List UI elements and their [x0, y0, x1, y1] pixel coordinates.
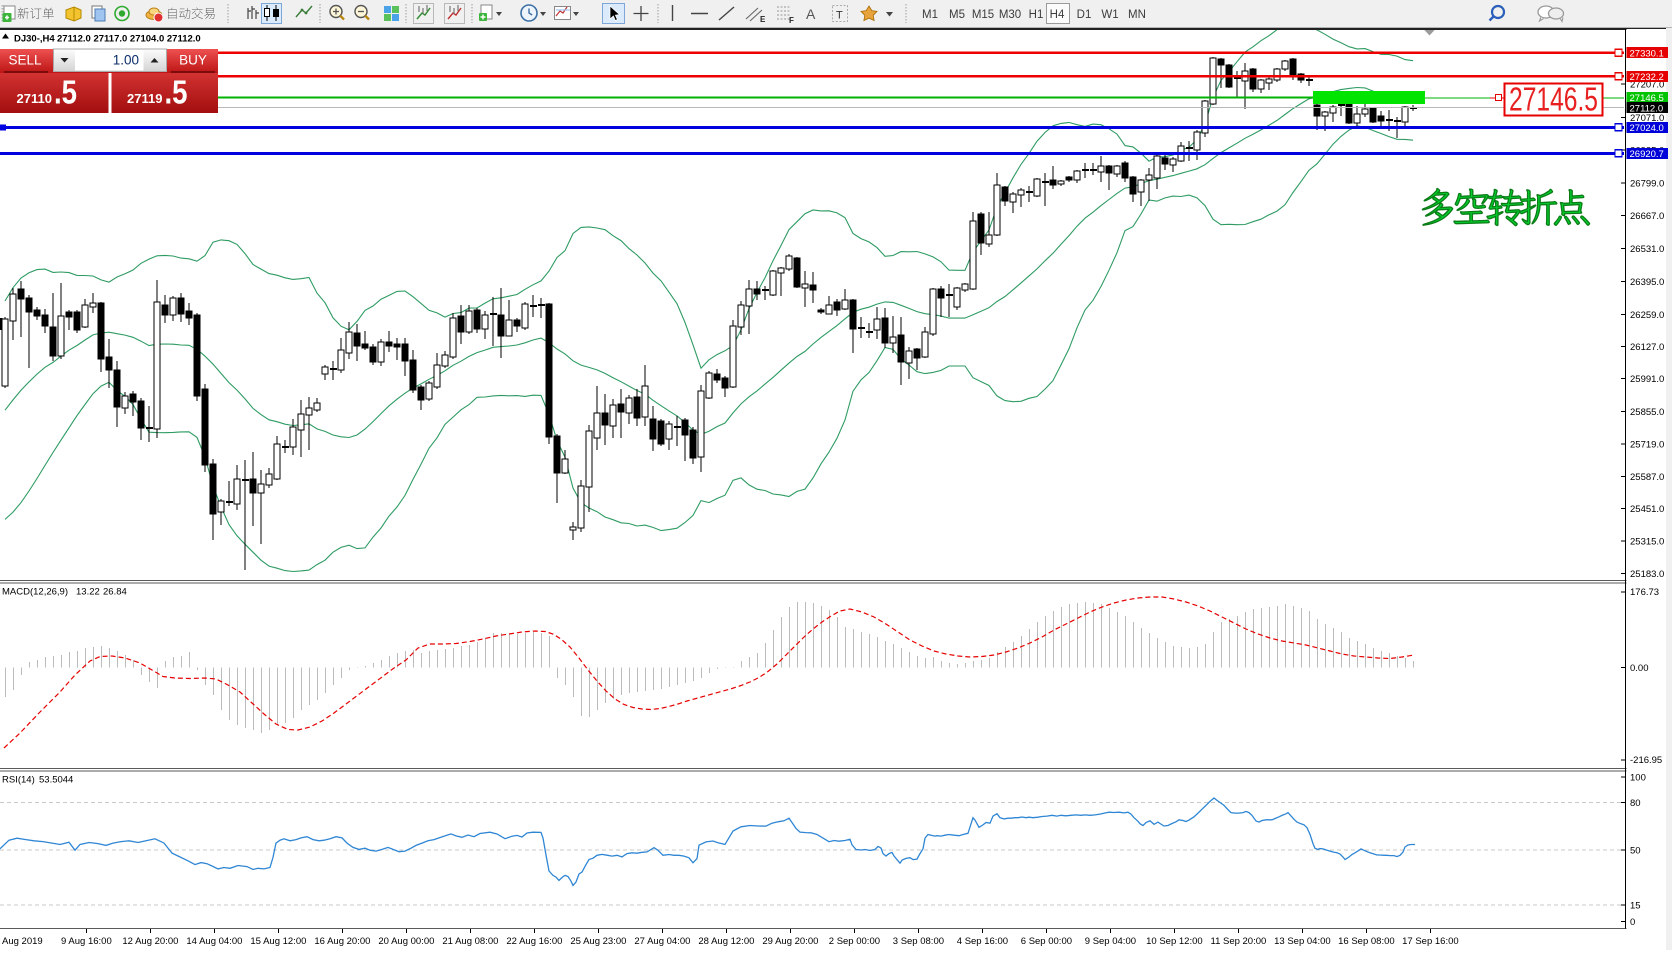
svg-text:25587.0: 25587.0 [1630, 472, 1664, 483]
svg-text:26667.0: 26667.0 [1630, 211, 1664, 222]
svg-text:26259.0: 26259.0 [1630, 310, 1664, 321]
svg-text:F: F [789, 16, 794, 25]
svg-text:13.22: 13.22 [76, 587, 100, 598]
svg-text:1.00: 1.00 [113, 53, 139, 68]
svg-text:16 Sep 08:00: 16 Sep 08:00 [1338, 936, 1395, 947]
svg-text:9 Sep 04:00: 9 Sep 04:00 [1085, 936, 1136, 947]
svg-text:2 Sep 00:00: 2 Sep 00:00 [829, 936, 880, 947]
svg-text:25991.0: 25991.0 [1630, 374, 1664, 385]
svg-text:12 Aug 20:00: 12 Aug 20:00 [122, 936, 178, 947]
svg-text:13 Sep 04:00: 13 Sep 04:00 [1274, 936, 1331, 947]
svg-text:27 Aug 04:00: 27 Aug 04:00 [634, 936, 690, 947]
svg-text:27330.1: 27330.1 [1630, 48, 1664, 59]
svg-text:25719.0: 25719.0 [1630, 440, 1664, 451]
svg-text:.5: .5 [165, 73, 188, 110]
svg-text:25315.0: 25315.0 [1630, 537, 1664, 548]
svg-text:11 Sep 20:00: 11 Sep 20:00 [1210, 936, 1266, 947]
svg-text:9 Aug 16:00: 9 Aug 16:00 [61, 936, 112, 947]
svg-text:100: 100 [1630, 773, 1646, 784]
svg-text:BUY: BUY [179, 53, 207, 68]
svg-text:0.00: 0.00 [1630, 663, 1649, 674]
svg-text:176.73: 176.73 [1630, 587, 1659, 598]
svg-text:26127.0: 26127.0 [1630, 342, 1664, 353]
svg-text:16 Aug 20:00: 16 Aug 20:00 [314, 936, 370, 947]
svg-text:4 Sep 16:00: 4 Sep 16:00 [957, 936, 1008, 947]
svg-text:50: 50 [1630, 846, 1641, 857]
svg-text:0: 0 [1630, 917, 1635, 928]
svg-text:RSI(14): RSI(14) [2, 775, 35, 786]
svg-text:80: 80 [1630, 798, 1641, 809]
svg-text:17 Sep 16:00: 17 Sep 16:00 [1402, 936, 1459, 947]
svg-text:21 Aug 08:00: 21 Aug 08:00 [442, 936, 498, 947]
svg-text:W1: W1 [1101, 9, 1118, 21]
svg-text:DJ30-,H4: DJ30-,H4 [14, 34, 55, 45]
svg-text:H4: H4 [1050, 9, 1065, 21]
svg-text:M1: M1 [922, 9, 938, 21]
svg-text:26395.0: 26395.0 [1630, 277, 1664, 288]
svg-text:25183.0: 25183.0 [1630, 569, 1664, 580]
svg-text:Aug 2019: Aug 2019 [2, 936, 43, 947]
svg-text:3 Sep 08:00: 3 Sep 08:00 [893, 936, 944, 947]
svg-text:25855.0: 25855.0 [1630, 407, 1664, 418]
svg-text:MN: MN [1128, 9, 1146, 21]
svg-text:M15: M15 [972, 9, 994, 21]
svg-text:SELL: SELL [8, 53, 42, 68]
svg-text:15 Aug 12:00: 15 Aug 12:00 [250, 936, 306, 947]
svg-text:29 Aug 20:00: 29 Aug 20:00 [762, 936, 818, 947]
svg-text:27119: 27119 [127, 91, 162, 106]
svg-text:14 Aug 04:00: 14 Aug 04:00 [186, 936, 242, 947]
svg-text:22 Aug 16:00: 22 Aug 16:00 [506, 936, 562, 947]
svg-text:E: E [760, 15, 766, 24]
svg-text:10 Sep 12:00: 10 Sep 12:00 [1146, 936, 1203, 947]
svg-text:A: A [806, 6, 816, 22]
svg-text:H1: H1 [1029, 9, 1044, 21]
svg-text:-216.95: -216.95 [1630, 755, 1662, 766]
svg-text:6 Sep 00:00: 6 Sep 00:00 [1021, 936, 1072, 947]
svg-text:25451.0: 25451.0 [1630, 504, 1664, 515]
svg-text:26531.0: 26531.0 [1630, 244, 1664, 255]
svg-text:20 Aug 00:00: 20 Aug 00:00 [378, 936, 434, 947]
svg-text:25 Aug 23:00: 25 Aug 23:00 [570, 936, 626, 947]
svg-text:26799.0: 26799.0 [1630, 179, 1664, 190]
svg-text:26.84: 26.84 [103, 587, 127, 598]
svg-text:27024.0: 27024.0 [1630, 123, 1664, 134]
svg-text:MACD(12,26,9): MACD(12,26,9) [2, 587, 68, 598]
svg-text:T: T [836, 10, 843, 22]
svg-text:27146.5: 27146.5 [1509, 81, 1598, 118]
svg-text:M30: M30 [999, 9, 1021, 21]
svg-text:26920.7: 26920.7 [1630, 149, 1664, 160]
svg-text:27112.0: 27112.0 [1630, 104, 1664, 115]
svg-text:27112.0 27117.0 27104.0 27112.: 27112.0 27117.0 27104.0 27112.0 [57, 34, 201, 45]
svg-text:28 Aug 12:00: 28 Aug 12:00 [698, 936, 754, 947]
svg-text:.5: .5 [54, 73, 77, 110]
svg-text:15: 15 [1630, 901, 1641, 912]
svg-text:53.5044: 53.5044 [39, 775, 73, 786]
svg-text:M5: M5 [949, 9, 965, 21]
svg-text:D1: D1 [1077, 9, 1092, 21]
svg-text:27110: 27110 [17, 91, 52, 106]
svg-text:27232.2: 27232.2 [1630, 72, 1664, 83]
